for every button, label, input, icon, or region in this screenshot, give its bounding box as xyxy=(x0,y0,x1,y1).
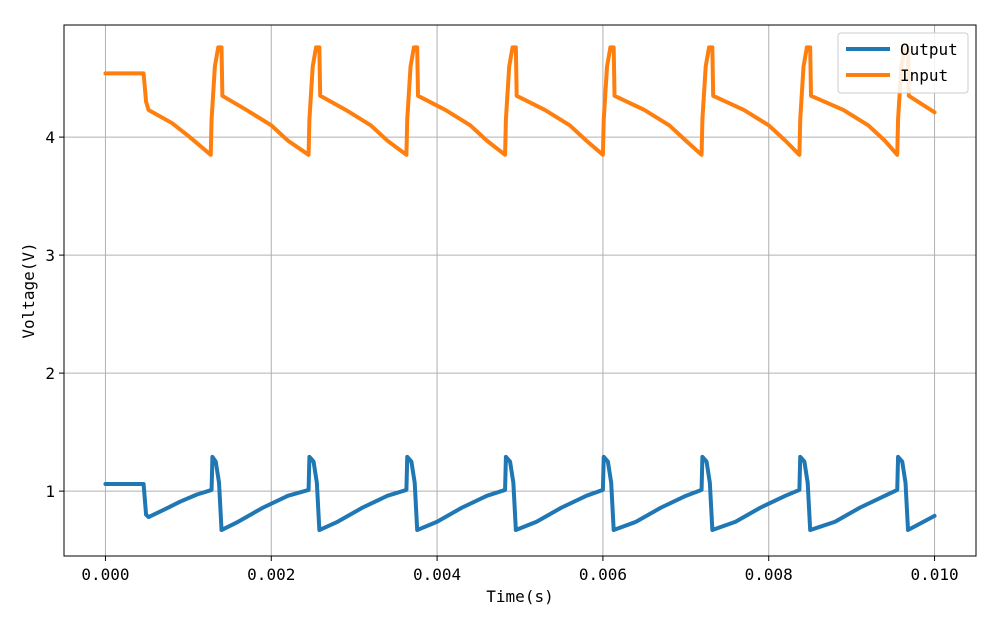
legend: Output Input xyxy=(837,32,969,94)
x-tick-label: 0.002 xyxy=(247,565,295,584)
y-tick-label: 4 xyxy=(45,128,55,147)
series-line-output xyxy=(103,454,937,533)
plot-frame xyxy=(63,24,977,557)
x-tick-label: 0.006 xyxy=(579,565,627,584)
x-tick-label: 0.008 xyxy=(745,565,793,584)
plot-series xyxy=(103,45,937,533)
x-tick-label: 0.010 xyxy=(910,565,958,584)
series-line-input xyxy=(103,45,937,157)
x-tick-label: 0.004 xyxy=(413,565,461,584)
y-tick-label: 1 xyxy=(45,482,55,501)
axis-ticks: 0.000 0.002 0.004 0.006 0.008 0.010 1 2 3 4 xyxy=(45,128,958,584)
legend-label-input: Input xyxy=(900,66,948,85)
x-tick-label: 0.000 xyxy=(81,565,129,584)
y-tick-label: 2 xyxy=(45,364,55,383)
legend-label-output: Output xyxy=(900,40,958,59)
y-axis-label: Voltage(V) xyxy=(19,242,38,338)
x-axis-label: Time(s) xyxy=(486,587,553,606)
y-tick-label: 3 xyxy=(45,246,55,265)
